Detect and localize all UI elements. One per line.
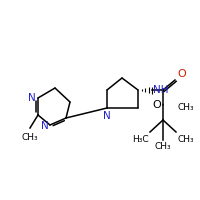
Text: CH₃: CH₃ xyxy=(22,133,38,142)
Text: O: O xyxy=(152,100,161,110)
Text: NH: NH xyxy=(153,85,168,95)
Text: H₃C: H₃C xyxy=(132,135,149,144)
Text: CH₃: CH₃ xyxy=(177,135,194,144)
Text: CH₃: CH₃ xyxy=(177,104,194,112)
Text: CH₃: CH₃ xyxy=(155,142,171,151)
Text: N: N xyxy=(28,93,36,103)
Text: O: O xyxy=(177,69,186,79)
Text: N: N xyxy=(41,121,49,131)
Text: N: N xyxy=(103,111,111,121)
